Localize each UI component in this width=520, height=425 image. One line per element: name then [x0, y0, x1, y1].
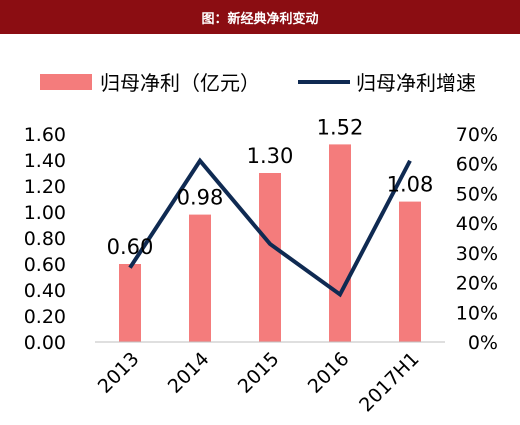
- left-tick-label: 0.00: [24, 332, 66, 354]
- bar: [329, 144, 351, 342]
- legend-swatch-bar: [40, 74, 92, 90]
- bar-series: [119, 144, 421, 342]
- line-series: [128, 157, 412, 298]
- bar: [399, 201, 421, 342]
- bar: [119, 264, 141, 342]
- left-tick-label: 1.40: [24, 150, 66, 172]
- right-tick-label: 10%: [456, 302, 498, 324]
- x-tick-label: 2015: [234, 348, 284, 398]
- x-tick-label: 2016: [304, 348, 354, 398]
- right-axis: 0% 10% 20% 30% 40% 50% 60% 70%: [456, 124, 498, 354]
- x-tick-label: 2013: [94, 348, 144, 398]
- bar: [189, 214, 211, 342]
- right-tick-label: 60%: [456, 154, 498, 176]
- bar-data-label: 0.98: [177, 186, 224, 210]
- left-tick-label: 1.20: [24, 176, 66, 198]
- left-tick-label: 0.40: [24, 280, 66, 302]
- right-tick-label: 30%: [456, 243, 498, 265]
- legend-label-line: 归母净利增速: [356, 71, 476, 95]
- bar-data-label: 1.30: [247, 144, 294, 168]
- right-tick-label: 70%: [456, 124, 498, 146]
- left-tick-label: 1.60: [24, 124, 66, 146]
- bar: [259, 173, 281, 342]
- chart-title: 图：新经典净利变动: [201, 11, 319, 27]
- x-tick-label: 2017H1: [355, 348, 423, 416]
- x-axis: 2013 2014 2015 2016 2017H1: [94, 341, 445, 416]
- x-tick-label: 2014: [164, 348, 214, 398]
- right-tick-label: 40%: [456, 213, 498, 235]
- bar-data-label: 1.08: [387, 173, 434, 197]
- legend: 归母净利（亿元） 归母净利增速: [40, 71, 476, 95]
- bar-data-label: 1.52: [317, 115, 364, 139]
- chart-area: 归母净利（亿元） 归母净利增速 0.00 0.20 0.40 0.60 0.80 1.00 1…: [24, 71, 498, 416]
- right-tick-label: 0%: [468, 332, 498, 354]
- left-axis: 0.00 0.20 0.40 0.60 0.80 1.00 1.20 1.40 1.60: [24, 124, 66, 354]
- bar-data-label: 0.60: [107, 235, 154, 259]
- left-tick-label: 0.60: [24, 254, 66, 276]
- right-tick-label: 20%: [456, 273, 498, 295]
- right-tick-label: 50%: [456, 183, 498, 205]
- chart-header: 图：新经典净利变动: [0, 0, 520, 34]
- left-tick-label: 0.20: [24, 306, 66, 328]
- left-tick-label: 0.80: [24, 228, 66, 250]
- left-tick-label: 1.00: [24, 202, 66, 224]
- legend-label-bar: 归母净利（亿元）: [100, 71, 260, 95]
- data-labels: 0.60 0.98 1.30 1.52 1.08: [107, 115, 434, 259]
